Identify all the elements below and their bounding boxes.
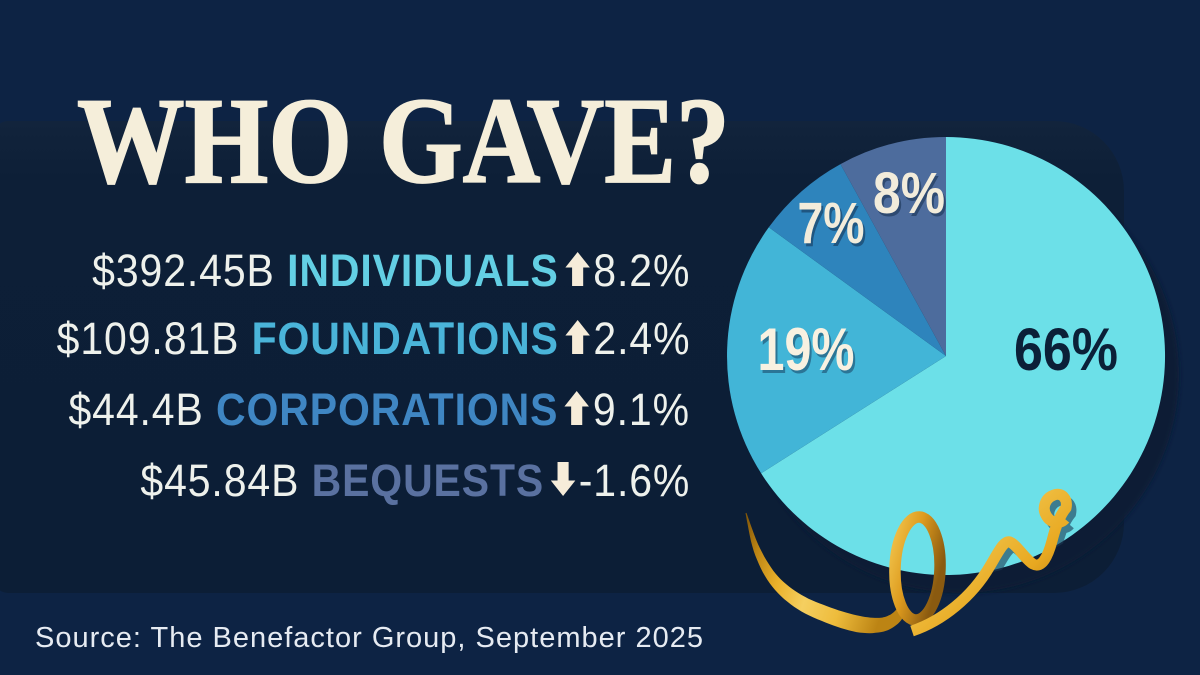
svg-text:19%: 19% xyxy=(758,316,855,383)
svg-text:8%: 8% xyxy=(873,161,945,226)
svg-text:66%: 66% xyxy=(1014,316,1118,383)
svg-text:7%: 7% xyxy=(798,191,865,256)
